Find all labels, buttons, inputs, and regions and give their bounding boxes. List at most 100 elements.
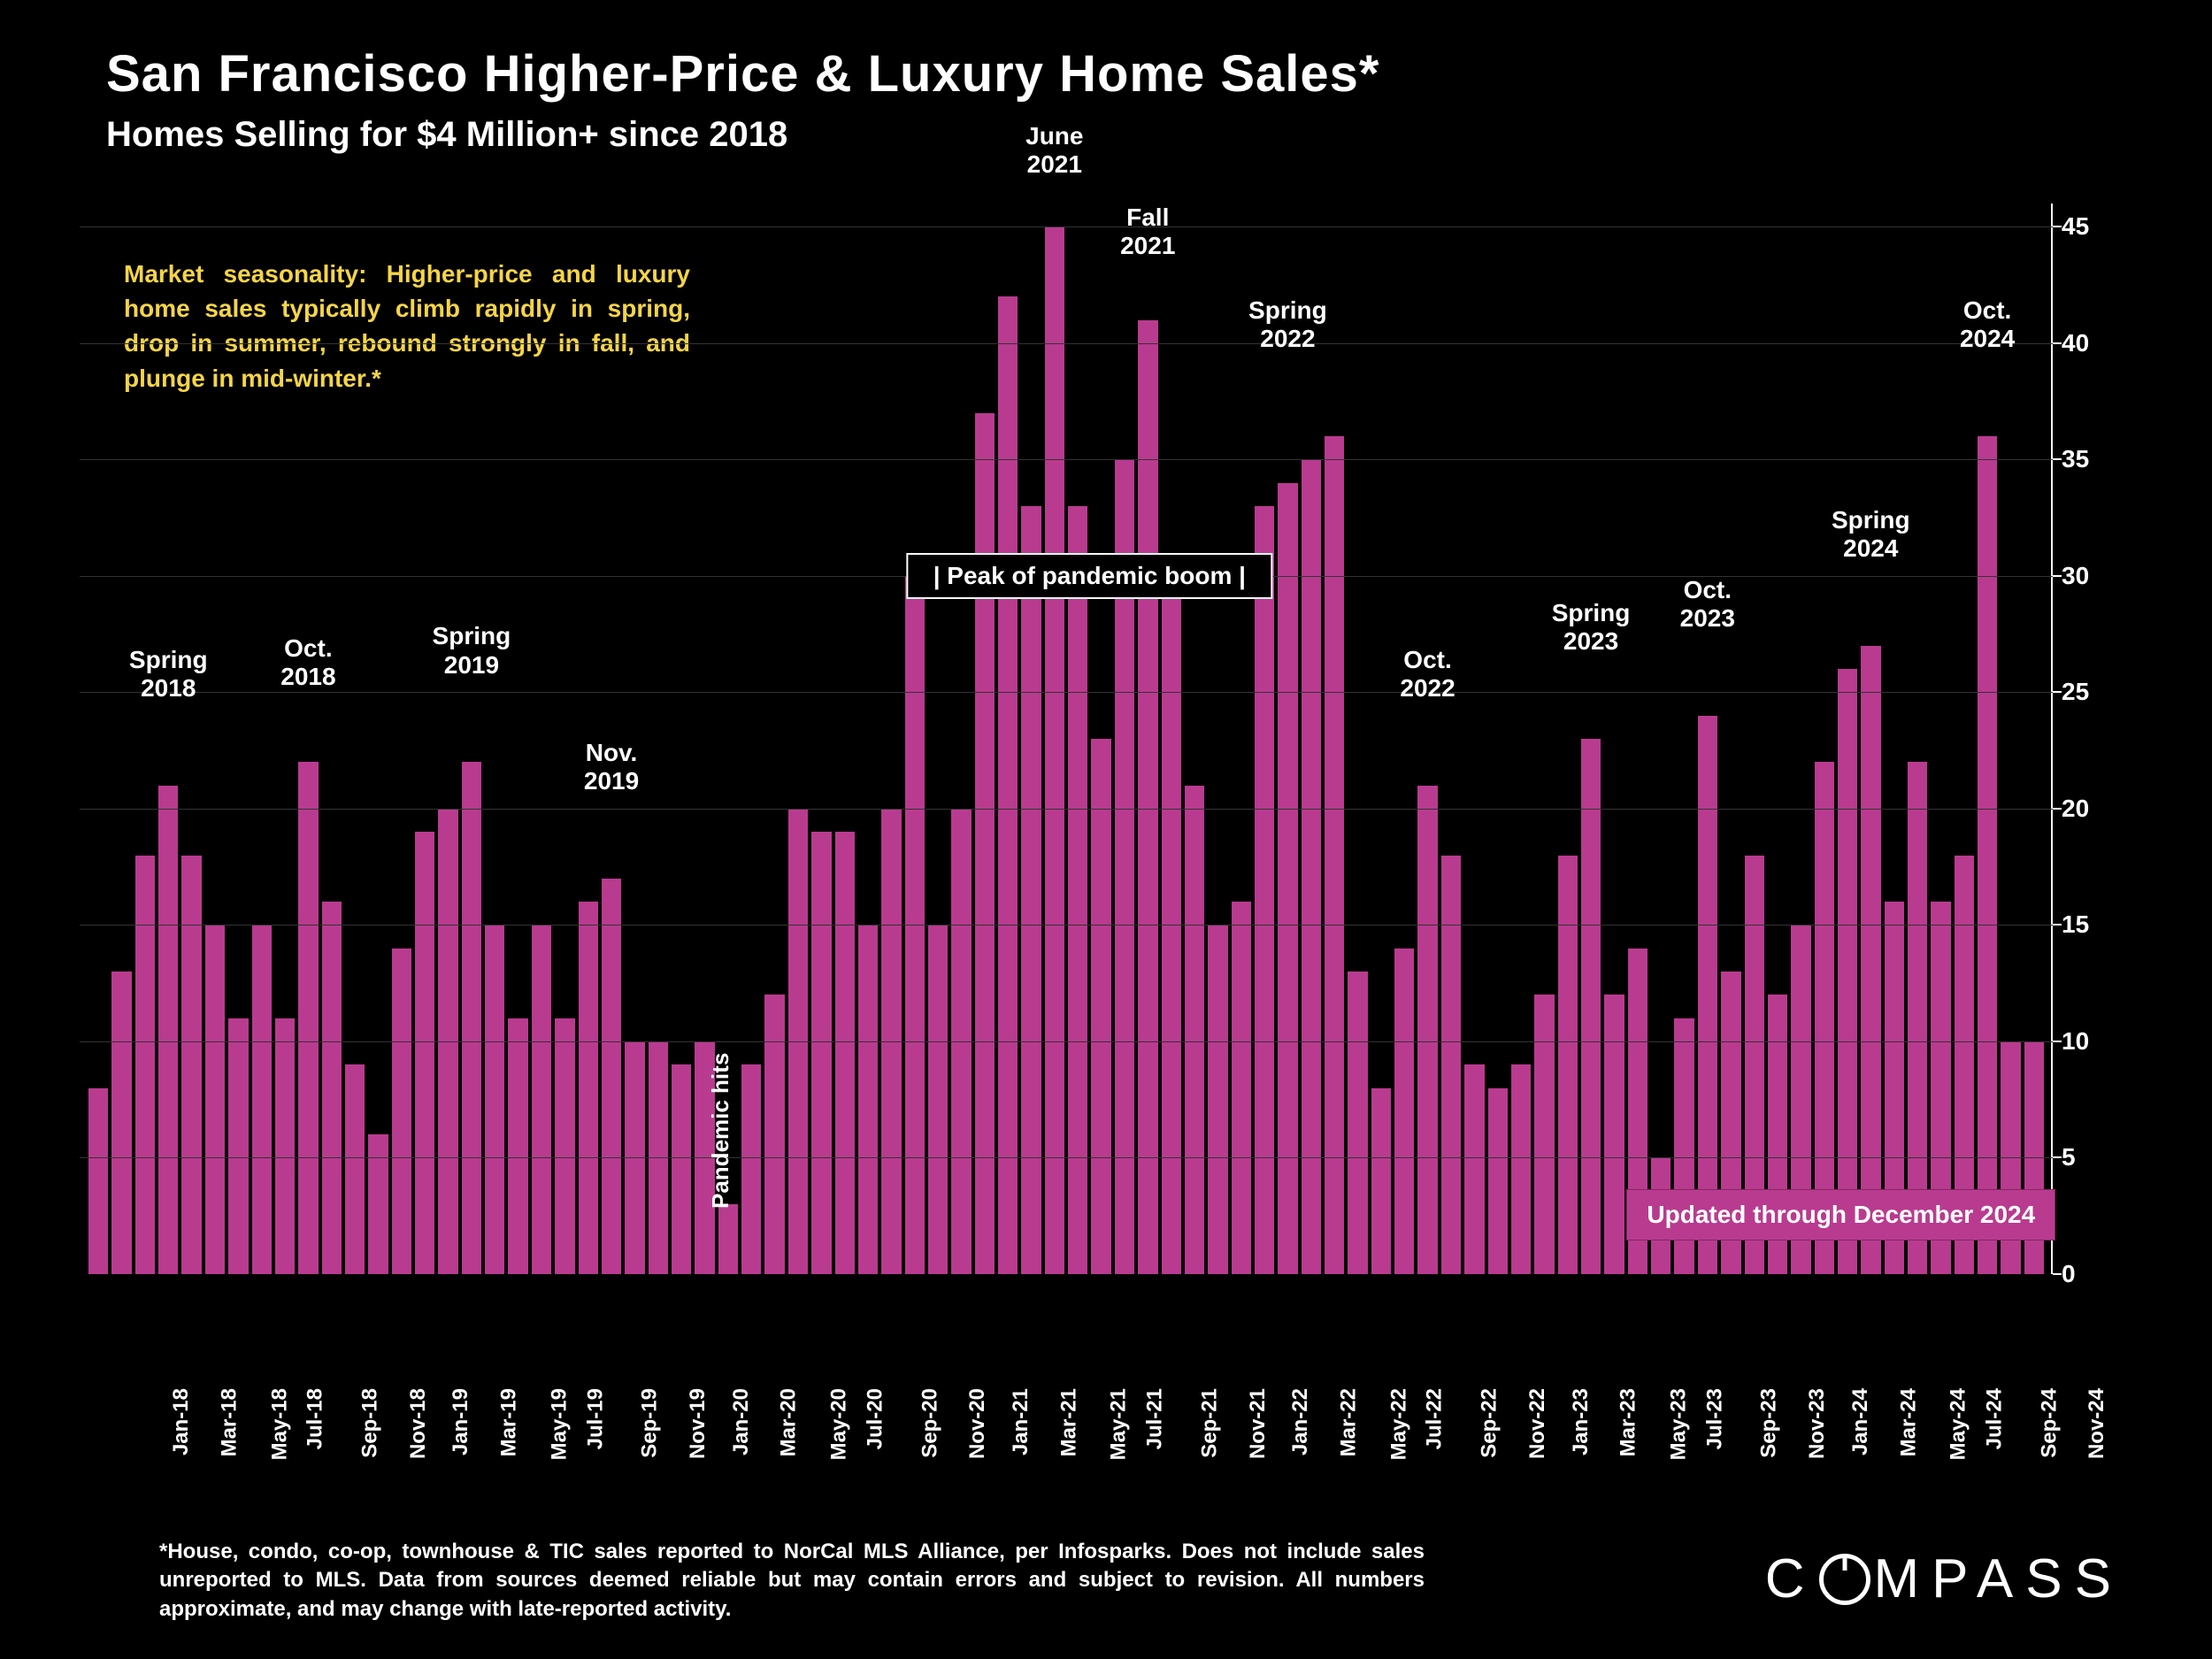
x-axis-label: Jul-21 (1143, 1388, 1168, 1449)
chart-area: 051015202530354045 (80, 204, 2106, 1274)
y-axis-line (2051, 204, 2053, 1274)
x-axis-label: Sep-23 (1757, 1388, 1782, 1458)
x-axis-label: Nov-18 (406, 1388, 431, 1459)
bar (1185, 786, 1204, 1274)
chart-annotation: Spring2018 (129, 646, 208, 703)
y-tick (2053, 458, 2062, 460)
chart-annotation: Spring2024 (1832, 506, 1910, 563)
bar (462, 762, 481, 1274)
bar (1534, 995, 1554, 1274)
y-axis-label: 45 (2062, 212, 2106, 241)
bar (718, 1204, 738, 1274)
pandemic-boom-label: | Peak of pandemic boom | (907, 553, 1272, 599)
x-axis-label: Jul-24 (1982, 1388, 2007, 1449)
bar (532, 925, 551, 1274)
chart-annotation: Spring2019 (433, 622, 511, 679)
bar (1838, 669, 1857, 1274)
x-axis-label: Mar-19 (497, 1388, 522, 1456)
bar (1138, 320, 1157, 1274)
bar (1371, 1088, 1391, 1274)
bar (555, 1018, 574, 1274)
bar (228, 1018, 248, 1274)
y-tick (2053, 342, 2062, 344)
x-axis-label: Mar-18 (217, 1388, 242, 1456)
bar (111, 972, 131, 1274)
chart-annotation: Spring2022 (1248, 296, 1327, 353)
x-axis-label: May-22 (1386, 1388, 1411, 1460)
bar (1255, 506, 1274, 1274)
bar (181, 856, 201, 1274)
bar (1348, 972, 1367, 1274)
bar (1302, 459, 1321, 1274)
bar (811, 832, 831, 1274)
bar (1604, 995, 1624, 1274)
y-axis-label: 10 (2062, 1027, 2106, 1056)
x-axis-label: Nov-24 (2085, 1388, 2109, 1459)
bar (975, 413, 995, 1274)
x-axis-label: Nov-20 (965, 1388, 990, 1459)
x-axis-label: Jan-24 (1848, 1388, 1873, 1455)
bar (1394, 949, 1414, 1274)
x-axis-label: Nov-21 (1246, 1388, 1271, 1459)
x-axis-label: May-24 (1947, 1388, 1971, 1460)
x-axis-label: Mar-23 (1617, 1388, 1641, 1456)
y-tick (2053, 1273, 2062, 1275)
x-axis-label: Mar-24 (1896, 1388, 1921, 1456)
x-axis-label: Sep-18 (358, 1388, 383, 1458)
bar (1208, 925, 1227, 1274)
y-axis-label: 5 (2062, 1143, 2106, 1171)
bar (1091, 739, 1110, 1274)
x-axis-label: Jan-19 (449, 1388, 474, 1455)
bar (1558, 856, 1578, 1274)
x-axis-label: May-20 (827, 1388, 852, 1460)
bar (392, 949, 411, 1274)
x-axis-label: May-19 (547, 1388, 572, 1460)
bar (672, 1064, 691, 1274)
bar (415, 832, 434, 1274)
bar (368, 1134, 388, 1274)
gridline (80, 692, 2053, 693)
gridline (80, 809, 2053, 810)
x-axis-label: Jul-22 (1423, 1388, 1448, 1449)
bar (1978, 436, 1997, 1274)
x-axis-label: Mar-22 (1336, 1388, 1361, 1456)
logo-letters: MPASS (1874, 1548, 2124, 1610)
x-axis-label: Mar-20 (777, 1388, 802, 1456)
x-axis-labels: Jan-18Mar-18May-18Jul-18Sep-18Nov-18Jan-… (88, 1279, 2044, 1402)
bar (835, 832, 855, 1274)
gridline (80, 343, 2053, 344)
x-axis-label: Sep-20 (918, 1388, 942, 1458)
x-axis-label: Sep-21 (1198, 1388, 1223, 1458)
x-axis-label: Jul-20 (863, 1388, 887, 1449)
updated-through-label: Updated through December 2024 (1626, 1189, 2055, 1240)
chart-title: San Francisco Higher-Price & Luxury Home… (106, 44, 1379, 104)
bar (928, 925, 948, 1274)
y-axis-label: 35 (2062, 445, 2106, 473)
bar (135, 856, 155, 1274)
gridline (80, 459, 2053, 460)
bar (345, 1064, 365, 1274)
bar (322, 902, 342, 1274)
gridline (80, 1041, 2053, 1042)
bar (252, 925, 272, 1274)
bar (1278, 483, 1297, 1274)
x-axis-label: May-21 (1107, 1388, 1132, 1460)
x-axis-label: Jan-18 (169, 1388, 194, 1455)
plot-region: 051015202530354045 (80, 204, 2053, 1274)
y-axis-label: 25 (2062, 678, 2106, 706)
bar (508, 1018, 527, 1274)
x-axis-label: May-18 (267, 1388, 292, 1460)
compass-logo: CMPASS (1765, 1548, 2124, 1610)
bar (1417, 786, 1437, 1274)
bar (1232, 902, 1251, 1274)
y-tick (2053, 924, 2062, 926)
bar (1511, 1064, 1531, 1274)
x-axis-label: Jan-21 (1009, 1388, 1033, 1455)
bar (158, 786, 178, 1274)
y-tick (2053, 691, 2062, 693)
bar (1488, 1088, 1508, 1274)
chart-annotation: Spring2023 (1552, 599, 1631, 656)
x-axis-label: Sep-24 (2037, 1388, 2062, 1458)
gridline (80, 1157, 2053, 1158)
gridline (80, 925, 2053, 926)
